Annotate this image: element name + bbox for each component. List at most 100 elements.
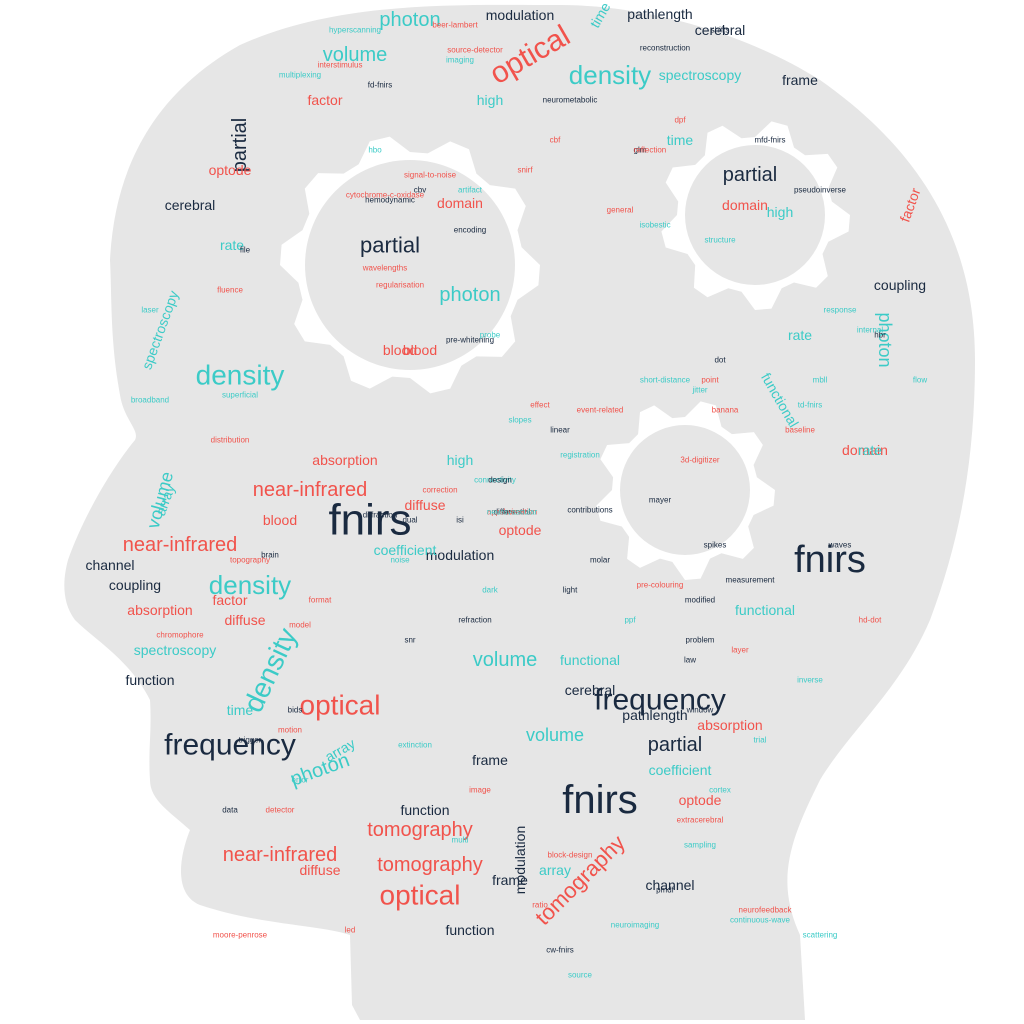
word-photon: photon [875, 312, 895, 367]
word-frame: frame [782, 72, 818, 88]
word-coefficient: coefficient [649, 762, 712, 778]
word-blood: blood [383, 342, 417, 358]
word-mayer: mayer [649, 496, 672, 505]
word-encoding: encoding [454, 226, 486, 235]
word-noise: noise [390, 556, 410, 565]
word-high: high [447, 452, 473, 468]
word-correction: correction [422, 486, 457, 495]
word-optode: optode [679, 792, 722, 808]
word-frame: frame [472, 752, 508, 768]
word-modulation: modulation [512, 826, 528, 895]
word-mfd-fnirs: mfd-fnirs [754, 136, 785, 145]
word-high: high [767, 204, 793, 220]
word-function: function [125, 672, 174, 688]
word-modulation: modulation [486, 7, 555, 23]
word-shifts: shifts [711, 26, 730, 35]
word-isobestic: isobestic [639, 221, 670, 230]
word-3d-digitizer: 3d-digitizer [680, 456, 719, 465]
word-jitter: jitter [691, 386, 707, 395]
word-format: format [309, 596, 332, 605]
word-bids: bids [288, 706, 303, 715]
word-flow: flow [913, 376, 927, 385]
word-interstimulus: interstimulus [318, 61, 363, 70]
word-error: error [292, 776, 309, 785]
word-reflection: reflection [634, 146, 666, 155]
word-neurometabolic: neurometabolic [543, 96, 598, 105]
word-cw-fnirs: cw-fnirs [546, 946, 574, 955]
word-coupling: coupling [109, 577, 161, 593]
word-point: point [701, 376, 719, 385]
word-snirf: snirf [517, 166, 533, 175]
word-led: led [345, 926, 356, 935]
word-neurovascular: neurovascular [487, 508, 538, 517]
word-frequency: frequency [594, 684, 726, 717]
word-connectivity: connectivity [474, 476, 516, 485]
word-partial: partial [229, 118, 251, 172]
word-hd-dot: hd-dot [859, 616, 882, 625]
word-frequency: frequency [164, 729, 296, 762]
word-optode: optode [209, 162, 252, 178]
word-domain: domain [437, 195, 483, 211]
word-image: image [469, 786, 491, 795]
word-moore-penrose: moore-penrose [213, 931, 268, 940]
word-cerebral: cerebral [565, 682, 616, 698]
word-ratio: ratio [532, 901, 548, 910]
word-channel: channel [85, 557, 134, 573]
word-topography: topography [230, 556, 270, 565]
word-banana: banana [712, 406, 739, 415]
word-diffuse: diffuse [405, 497, 446, 513]
word-reconstruction: reconstruction [640, 44, 690, 53]
word-rate: rate [788, 327, 812, 343]
word-beer-lambert: beer-lambert [432, 21, 478, 30]
word-cytochrome-c-oxidase: cytochrome-c-oxidase [346, 191, 425, 200]
word-photon: photon [379, 9, 440, 31]
word-chromophore: chromophore [156, 631, 204, 640]
word-contributions: contributions [567, 506, 612, 515]
word-signal-to-noise: signal-to-noise [404, 171, 457, 180]
word-trial: trial [754, 736, 767, 745]
word-factor: factor [212, 592, 247, 608]
word-diffuse: diffuse [225, 612, 266, 628]
word-function: function [445, 922, 494, 938]
word-event-related: event-related [577, 406, 624, 415]
word-coefficient: coefficient [374, 542, 437, 558]
word-modulation: modulation [426, 547, 495, 563]
word-near-infrared: near-infrared [253, 479, 368, 501]
word-fnirs: fnirs [328, 496, 411, 545]
word-fluence: fluence [217, 286, 243, 295]
word-molar: molar [590, 556, 610, 565]
word-absorption: absorption [312, 452, 377, 468]
word-tomography: tomography [377, 854, 483, 876]
word-fnirs: fnirs [562, 778, 638, 822]
word-functional: functional [735, 602, 795, 618]
word-optode: optode [499, 522, 542, 538]
word-modified: modified [685, 596, 715, 605]
word-volume: volume [526, 725, 584, 745]
word-blood: blood [263, 512, 297, 528]
word-cbf: cbf [550, 136, 561, 145]
word-snr: snr [404, 636, 415, 645]
word-design: design [488, 476, 512, 485]
word-problem: problem [686, 636, 715, 645]
word-optical: optical [380, 880, 461, 911]
word-window: window [686, 706, 714, 715]
word-pre-colouring: pre-colouring [637, 581, 684, 590]
word-general: general [607, 206, 634, 215]
word-hyperscanning: hyperscanning [329, 26, 381, 35]
word-fd-fnirs: fd-fnirs [368, 81, 392, 90]
word-fnirs: fnirs [794, 539, 866, 581]
word-partial: partial [723, 164, 777, 186]
word-probe: probe [480, 331, 501, 340]
word-source-detector: source-detector [447, 46, 503, 55]
word-brain: brain [261, 551, 279, 560]
word-superficial: superficial [222, 391, 258, 400]
word-factor: factor [307, 92, 342, 108]
word-differential: differential [494, 508, 531, 517]
word-rate: rate [220, 237, 244, 253]
word-cbv: cbv [414, 186, 426, 195]
word-domain: domain [722, 197, 768, 213]
word-dpf: dpf [674, 116, 686, 125]
word-registration: registration [560, 451, 600, 460]
word-diffuse: diffuse [300, 862, 341, 878]
word-refraction: refraction [458, 616, 491, 625]
